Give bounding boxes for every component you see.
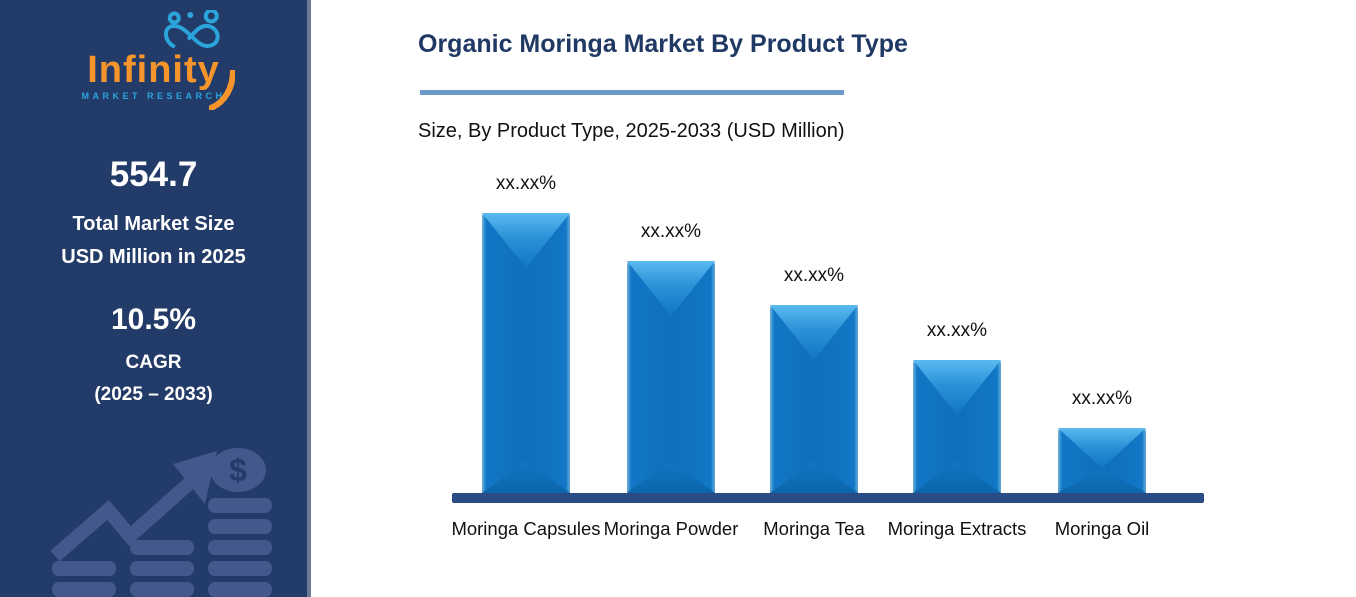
coin-stack-icon [52,498,272,597]
dollar-coin-icon: $ [210,448,266,492]
bar-category-label: Moringa Powder [603,518,739,539]
cagr-period: (2025 – 2033) [94,384,213,405]
total-market-size-value: 554.7 [109,155,198,194]
bar-category-label: Moringa Extracts [887,518,1027,539]
svg-text:$: $ [229,452,247,488]
chart-subtitle: Size, By Product Type, 2025-2033 (USD Mi… [418,120,845,142]
bar-category-label: Moringa Capsules [451,518,601,539]
cagr-label: CAGR [125,352,182,373]
page-title: Organic Moringa Market By Product Type [418,30,908,58]
bar-value-label: xx.xx% [926,320,988,341]
bar-moringa-powder [627,261,715,493]
logo-y-swoosh [209,70,235,110]
total-market-size-label: Total Market Size [72,213,235,235]
bar-value-label: xx.xx% [495,173,557,194]
bar-category-label: Moringa Tea [763,518,865,539]
sidebar: Infinity MARKET RESEARCH 554.7 Total Mar… [0,0,311,597]
brand-tagline: MARKET RESEARCH [81,91,226,101]
brand-name: Infinity [87,49,220,91]
bar-moringa-capsules [482,213,570,493]
growth-money-graphic: $ [50,448,272,597]
title-underline [420,90,844,95]
x-axis-baseline [452,493,1204,503]
bar-moringa-tea [770,305,858,493]
bar-category-label: Moringa Oil [1054,518,1150,539]
bar-moringa-oil [1058,428,1146,493]
brand-logo: Infinity MARKET RESEARCH [0,8,307,110]
bar-value-label: xx.xx% [1071,388,1133,409]
bar-value-label: xx.xx% [640,221,702,242]
bar-value-label: xx.xx% [783,265,845,286]
cagr-value: 10.5% [110,303,197,336]
growth-arrow-icon [50,451,217,562]
plot-area: xx.xx% Moringa Capsules xx.xx% Moringa Powd… [451,160,1204,570]
infinity-icon [0,8,307,52]
total-market-size-unit: USD Million in 2025 [61,246,246,268]
bar-moringa-extracts [913,360,1001,493]
